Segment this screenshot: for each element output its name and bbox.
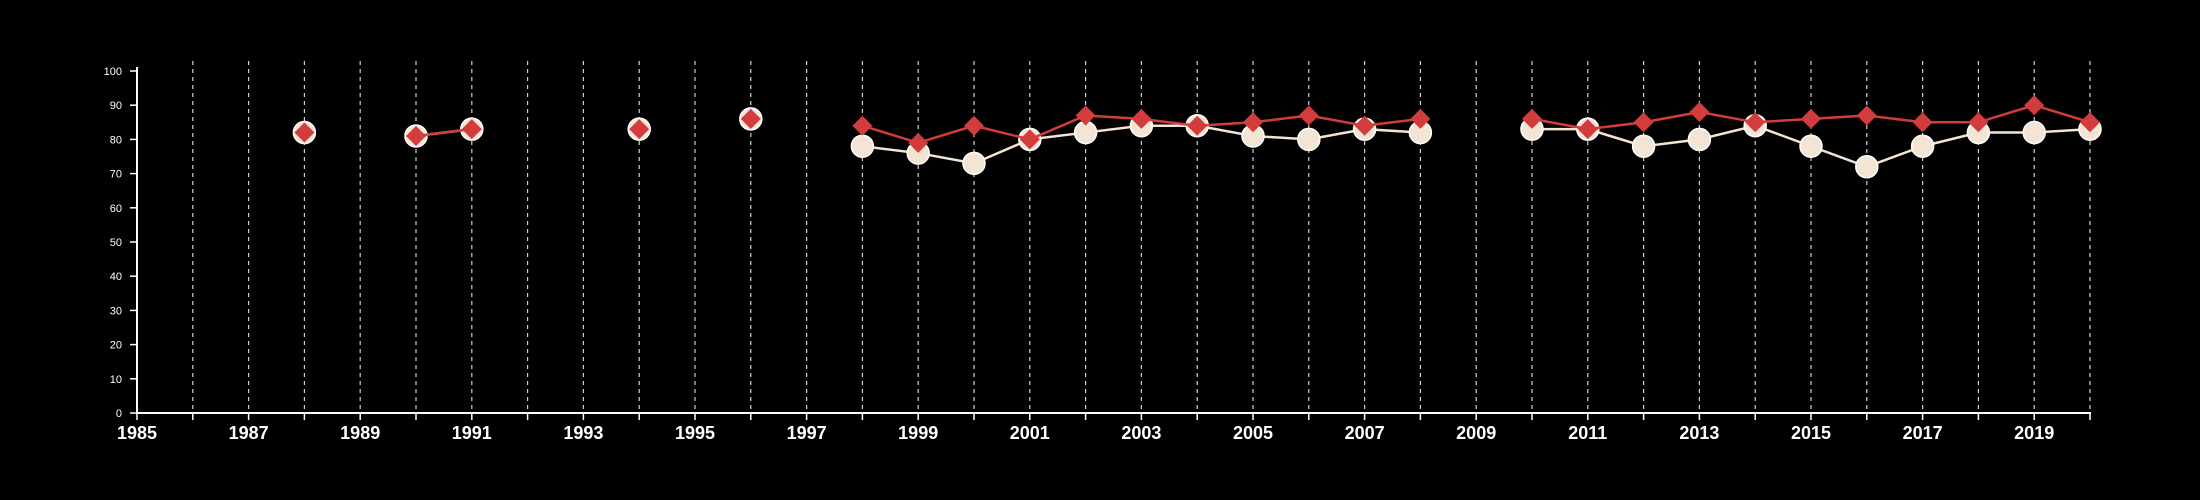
diamond-marker [461, 119, 482, 140]
y-tick-label: 0 [116, 408, 122, 420]
diamond-marker [1968, 112, 1989, 133]
y-tick-label: 10 [110, 374, 122, 386]
diamond-marker [1745, 112, 1766, 133]
diamond-marker [1075, 105, 1096, 126]
x-tick-label: 2007 [1345, 423, 1385, 443]
x-tick-label: 2003 [1121, 423, 1161, 443]
circle-marker [1297, 127, 1321, 152]
series-line [415, 127, 472, 138]
x-tick-label: 2009 [1456, 423, 1496, 443]
x-tick-label: 2019 [2014, 423, 2054, 443]
x-tick-label: 1993 [563, 423, 603, 443]
y-tick-label: 40 [110, 271, 122, 283]
diamond-marker [740, 108, 761, 129]
y-tick-label: 30 [110, 305, 122, 317]
y-tick-label: 50 [110, 237, 122, 249]
x-tick-label: 1995 [675, 423, 715, 443]
diamond-marker [629, 119, 650, 140]
y-tick-label: 60 [110, 203, 122, 215]
circle-marker [2022, 120, 2046, 145]
diamond-marker [294, 122, 315, 143]
diamond-marker [1633, 112, 1654, 133]
x-tick-label: 2011 [1568, 423, 1607, 443]
diamond-marker [1410, 108, 1431, 129]
diamond-marker [1354, 115, 1375, 136]
diamond-marker [1298, 105, 1319, 126]
y-tick-label: 80 [110, 134, 122, 146]
series [292, 95, 2102, 179]
y-tick-label: 90 [110, 100, 122, 112]
diamond-marker [1019, 129, 1040, 150]
circle-marker [1855, 155, 1879, 179]
x-tick-label: 2005 [1233, 423, 1273, 443]
diamond-marker [1187, 115, 1208, 136]
diamond-marker [852, 115, 873, 136]
x-tick-label: 2001 [1010, 423, 1050, 443]
diamond-marker [1801, 108, 1821, 129]
x-tick-label: 1987 [229, 423, 269, 443]
diamond-marker [1856, 105, 1877, 126]
circle-marker [1799, 134, 1823, 158]
diamond-marker [1912, 112, 1933, 133]
x-tick-label: 2015 [1791, 423, 1831, 443]
diamond-marker [1243, 112, 1263, 133]
x-tick-label: 1989 [340, 423, 380, 443]
series-2 [294, 95, 2100, 153]
x-tick-label: 2017 [1903, 423, 1943, 443]
x-tick-label: 1991 [452, 423, 492, 443]
circle-marker [1910, 134, 1935, 158]
diamond-marker [1131, 108, 1152, 129]
circle-marker [962, 151, 986, 176]
diamond-marker [1522, 108, 1542, 129]
y-tick-label: 70 [110, 169, 122, 181]
circle-marker [1687, 127, 1712, 152]
y-tick-label: 20 [110, 340, 122, 352]
x-tick-label: 1999 [898, 423, 938, 443]
diamond-marker [908, 132, 929, 153]
diamond-marker [1577, 119, 1598, 140]
diamond-marker [964, 115, 984, 136]
diamond-marker [406, 125, 426, 146]
circle-marker [850, 134, 875, 158]
axes: 0 10 20 30 40 50 60 70 80 90 100 1985 1987 1989 1991 19… [104, 66, 2091, 443]
x-tick-label: 2013 [1679, 423, 1719, 443]
x-tick-label: 1985 [117, 423, 157, 443]
diamond-marker [2080, 112, 2100, 133]
y-tick-label: 100 [104, 66, 122, 78]
diamond-marker [2024, 95, 2045, 116]
circle-marker [1631, 134, 1656, 158]
x-tick-label: 1997 [787, 423, 827, 443]
diamond-marker [1689, 102, 1710, 123]
